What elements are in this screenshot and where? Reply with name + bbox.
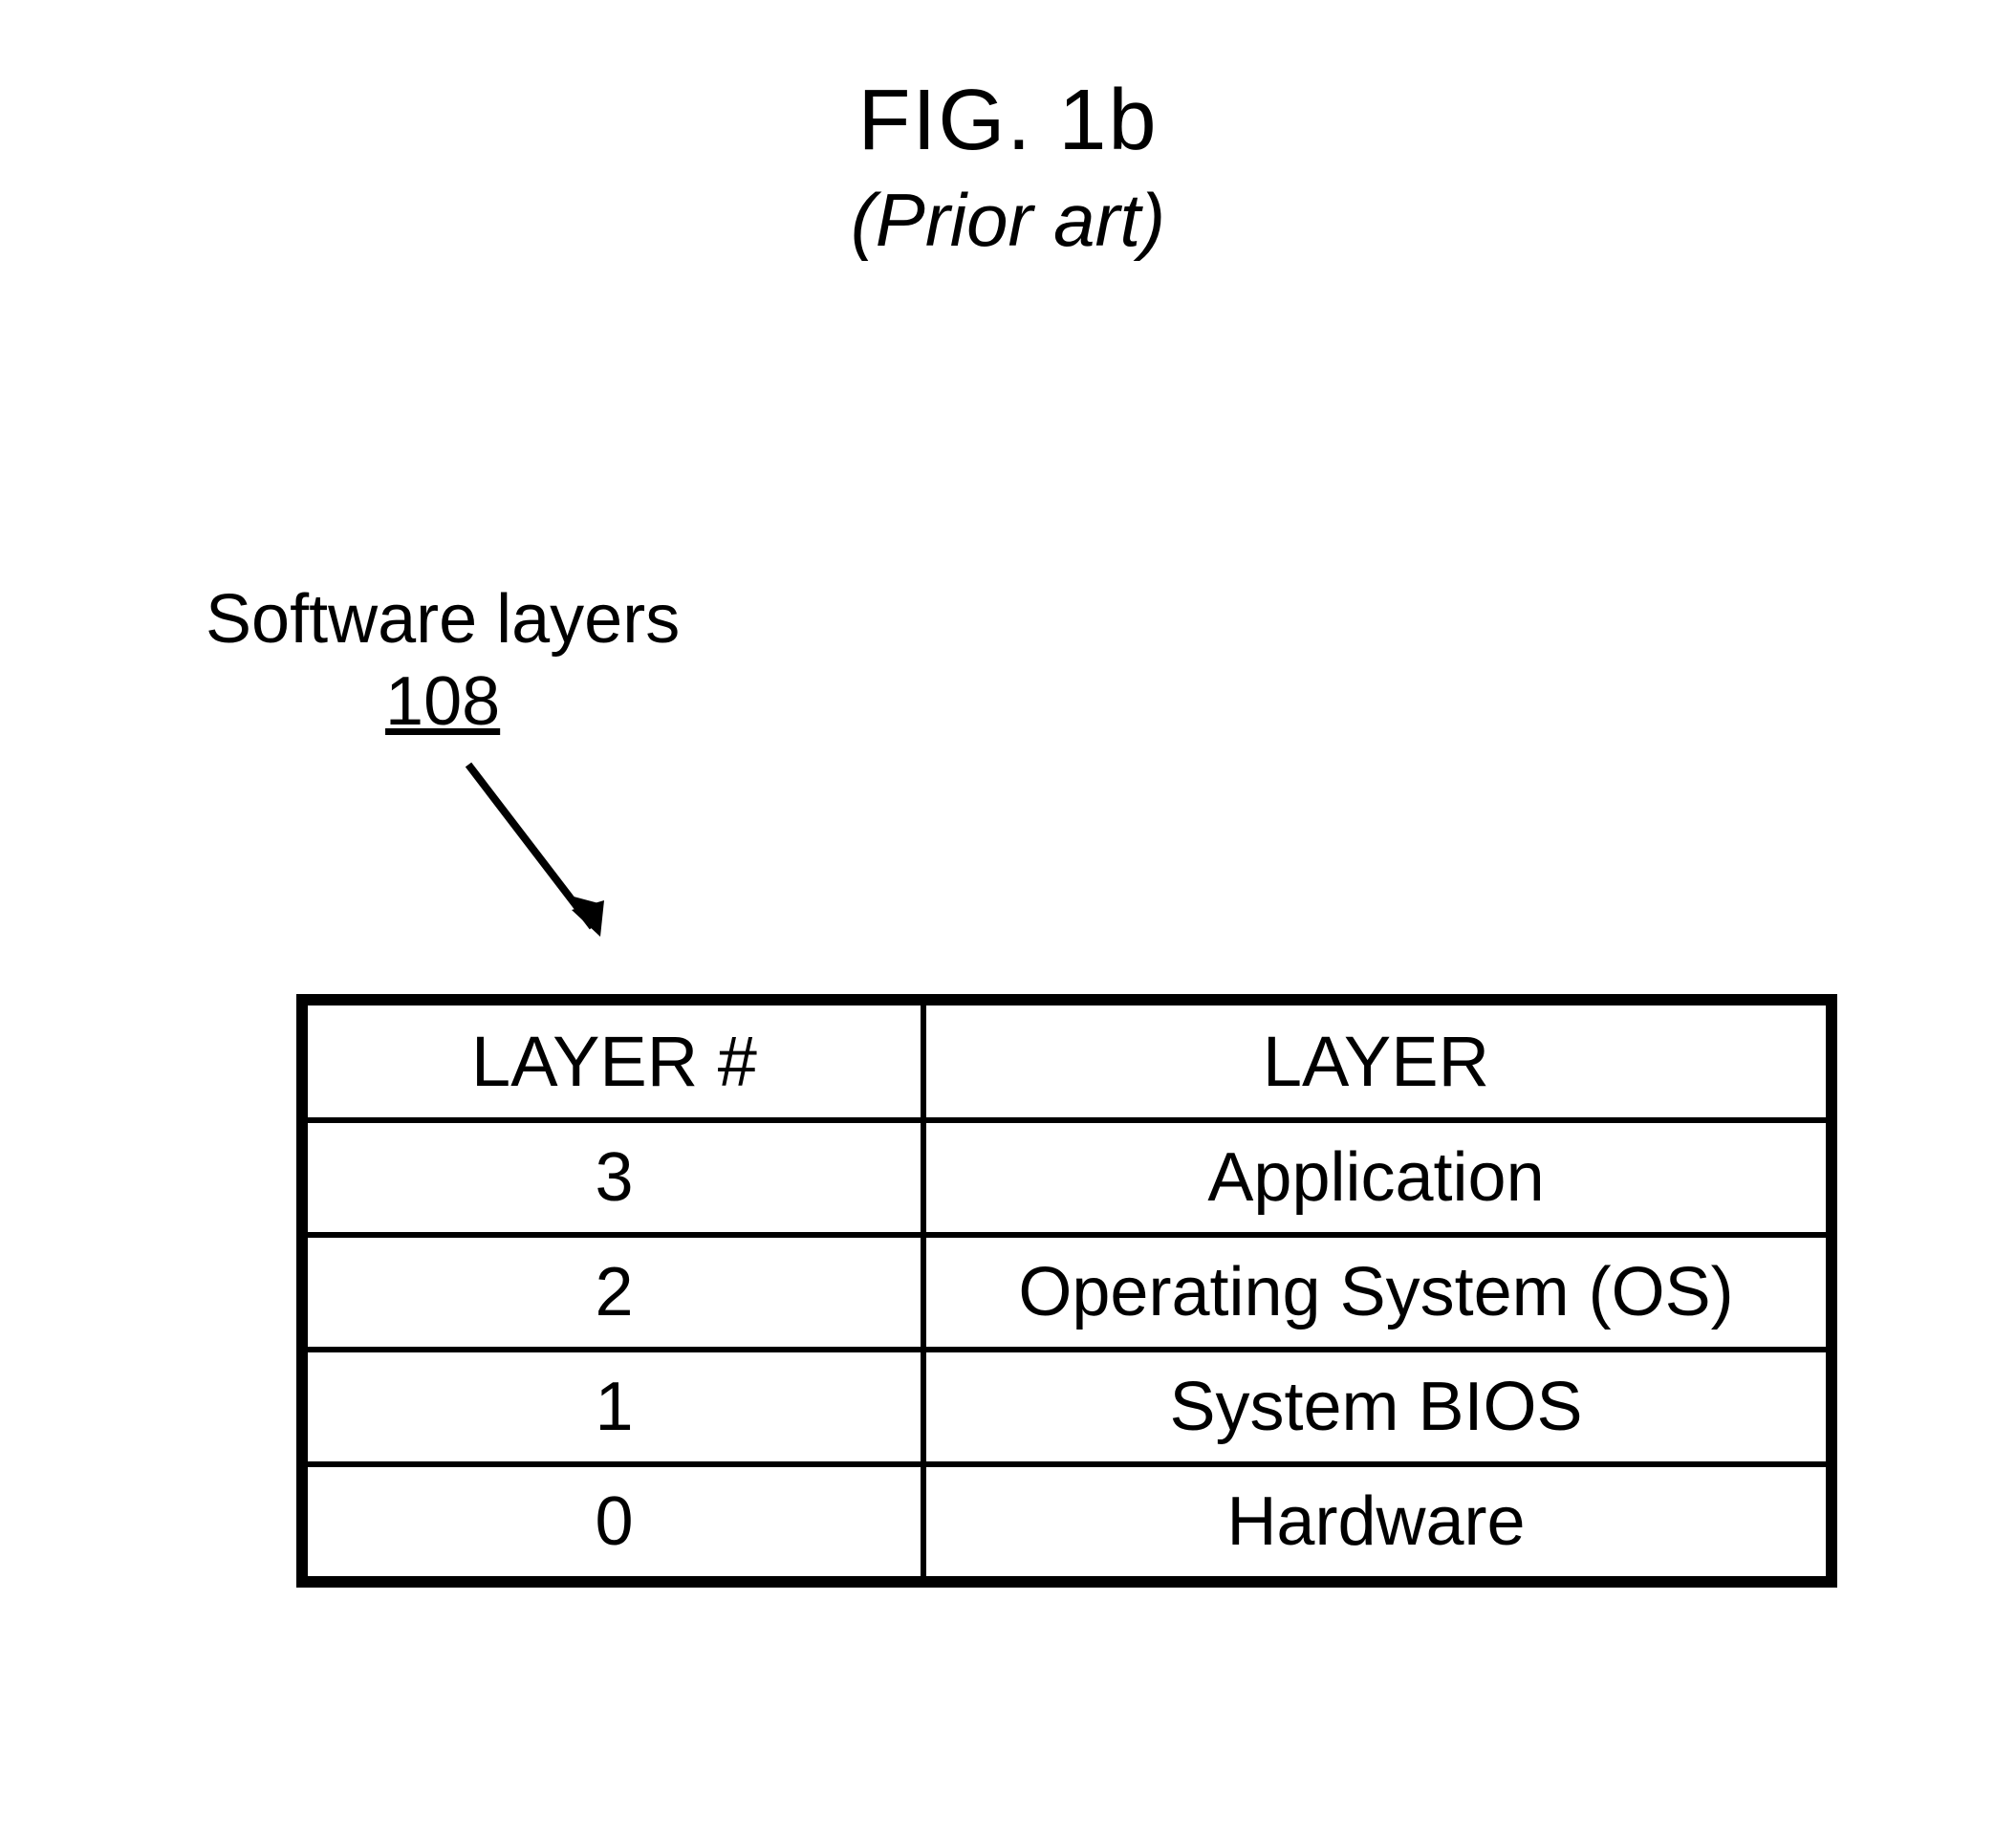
callout-arrow [430,746,640,965]
figure-subtitle: (Prior art) [0,177,2016,264]
figure-title: FIG. 1b [0,72,2016,170]
cell-layer-number: 3 [302,1120,923,1235]
table-header-row: LAYER # LAYER [302,1000,1832,1120]
cell-layer-number: 1 [302,1350,923,1464]
cell-layer-name: Operating System (OS) [923,1235,1832,1350]
software-layers-table: LAYER # LAYER 3 Application 2 Operating … [296,994,1837,1588]
table-row: 3 Application [302,1120,1832,1235]
table-row: 0 Hardware [302,1464,1832,1582]
cell-layer-name: Application [923,1120,1832,1235]
cell-layer-number: 2 [302,1235,923,1350]
callout-label: Software layers 108 [206,578,680,744]
header-layer-name: LAYER [923,1000,1832,1120]
callout-text: Software layers [206,581,680,658]
cell-layer-number: 0 [302,1464,923,1582]
cell-layer-name: System BIOS [923,1350,1832,1464]
header-layer-number: LAYER # [302,1000,923,1120]
table-row: 1 System BIOS [302,1350,1832,1464]
callout-reference: 108 [206,660,680,743]
cell-layer-name: Hardware [923,1464,1832,1582]
table-row: 2 Operating System (OS) [302,1235,1832,1350]
